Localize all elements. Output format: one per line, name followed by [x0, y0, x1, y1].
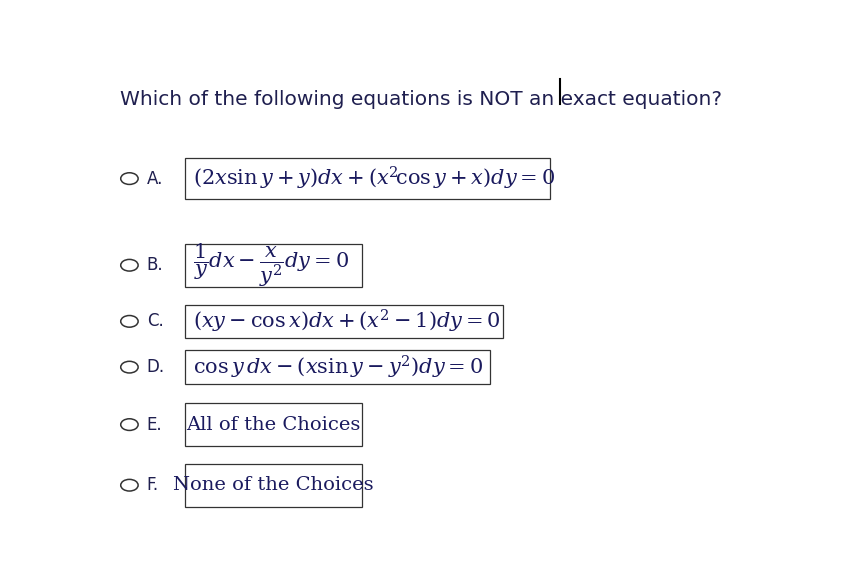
- Text: $\dfrac{1}{y}dx - \dfrac{x}{y^2}dy = 0$: $\dfrac{1}{y}dx - \dfrac{x}{y^2}dy = 0$: [193, 241, 349, 289]
- Text: E.: E.: [147, 416, 162, 434]
- Text: D.: D.: [147, 358, 165, 376]
- Text: A.: A.: [147, 170, 163, 188]
- Text: C.: C.: [147, 312, 163, 331]
- Text: None of the Choices: None of the Choices: [174, 476, 374, 494]
- Text: $(xy - \cos x)dx + (x^2 - 1)dy = 0$: $(xy - \cos x)dx + (x^2 - 1)dy = 0$: [193, 308, 501, 335]
- FancyBboxPatch shape: [185, 464, 362, 507]
- Text: All of the Choices: All of the Choices: [187, 416, 361, 434]
- Text: $\cos y\,dx - (x\sin y - y^2)dy = 0$: $\cos y\,dx - (x\sin y - y^2)dy = 0$: [193, 353, 483, 381]
- Text: B.: B.: [147, 257, 163, 274]
- FancyBboxPatch shape: [185, 244, 362, 287]
- Text: $(2x\sin y + y)dx + (x^2\!\cos y + x)dy = 0$: $(2x\sin y + y)dx + (x^2\!\cos y + x)dy …: [193, 165, 556, 192]
- FancyBboxPatch shape: [185, 403, 362, 446]
- FancyBboxPatch shape: [185, 350, 490, 384]
- FancyBboxPatch shape: [185, 159, 550, 199]
- Text: F.: F.: [147, 476, 159, 494]
- Text: Which of the following equations is NOT an exact equation?: Which of the following equations is NOT …: [120, 90, 722, 109]
- FancyBboxPatch shape: [185, 304, 503, 338]
